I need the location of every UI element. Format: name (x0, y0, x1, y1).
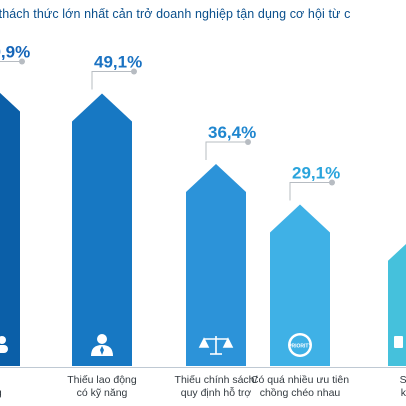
leader-line-0 (0, 61, 22, 63)
leader-line-1 (91, 70, 134, 90)
person-tie-icon (91, 334, 113, 356)
people-icon (0, 336, 8, 353)
documents-icon (394, 336, 403, 348)
value-label-3: 29,1% (292, 163, 340, 182)
priority-badge-text: PRIORITY (288, 344, 312, 350)
leader-dot-0 (19, 58, 25, 65)
value-label-0: 50,9% (0, 43, 30, 62)
category-label-1: Thiếu lao động có kỹ năng (67, 374, 137, 399)
category-label-2: Thiếu chính sách/quy định hỗ trợ (174, 374, 258, 399)
value-label-2: 36,4% (208, 123, 256, 142)
chart-title: g thách thức lớn nhất cản trở doanh nghi… (0, 7, 351, 21)
bar-0 (0, 92, 20, 366)
x-axis-baseline (0, 367, 406, 368)
leader-dot-1 (131, 68, 137, 75)
bar-4 (388, 243, 406, 366)
leader-line-3 (289, 181, 332, 201)
leader-dot-2 (245, 138, 251, 145)
leader-dot-3 (329, 179, 335, 186)
category-label-4: Sợ thaykháng t (399, 374, 406, 399)
scales-icon (198, 336, 234, 355)
bar-2 (186, 163, 246, 366)
bar-1 (72, 93, 132, 367)
priority-badge-icon: PRIORITY (288, 333, 312, 357)
bar-3 (270, 204, 330, 366)
leader-line-2 (205, 141, 248, 160)
category-label-3: Có quá nhiều ưu tiên chồng chéo nhau (250, 374, 350, 399)
value-label-1: 49,1% (94, 52, 142, 71)
category-label-0: onăng (0, 374, 45, 400)
